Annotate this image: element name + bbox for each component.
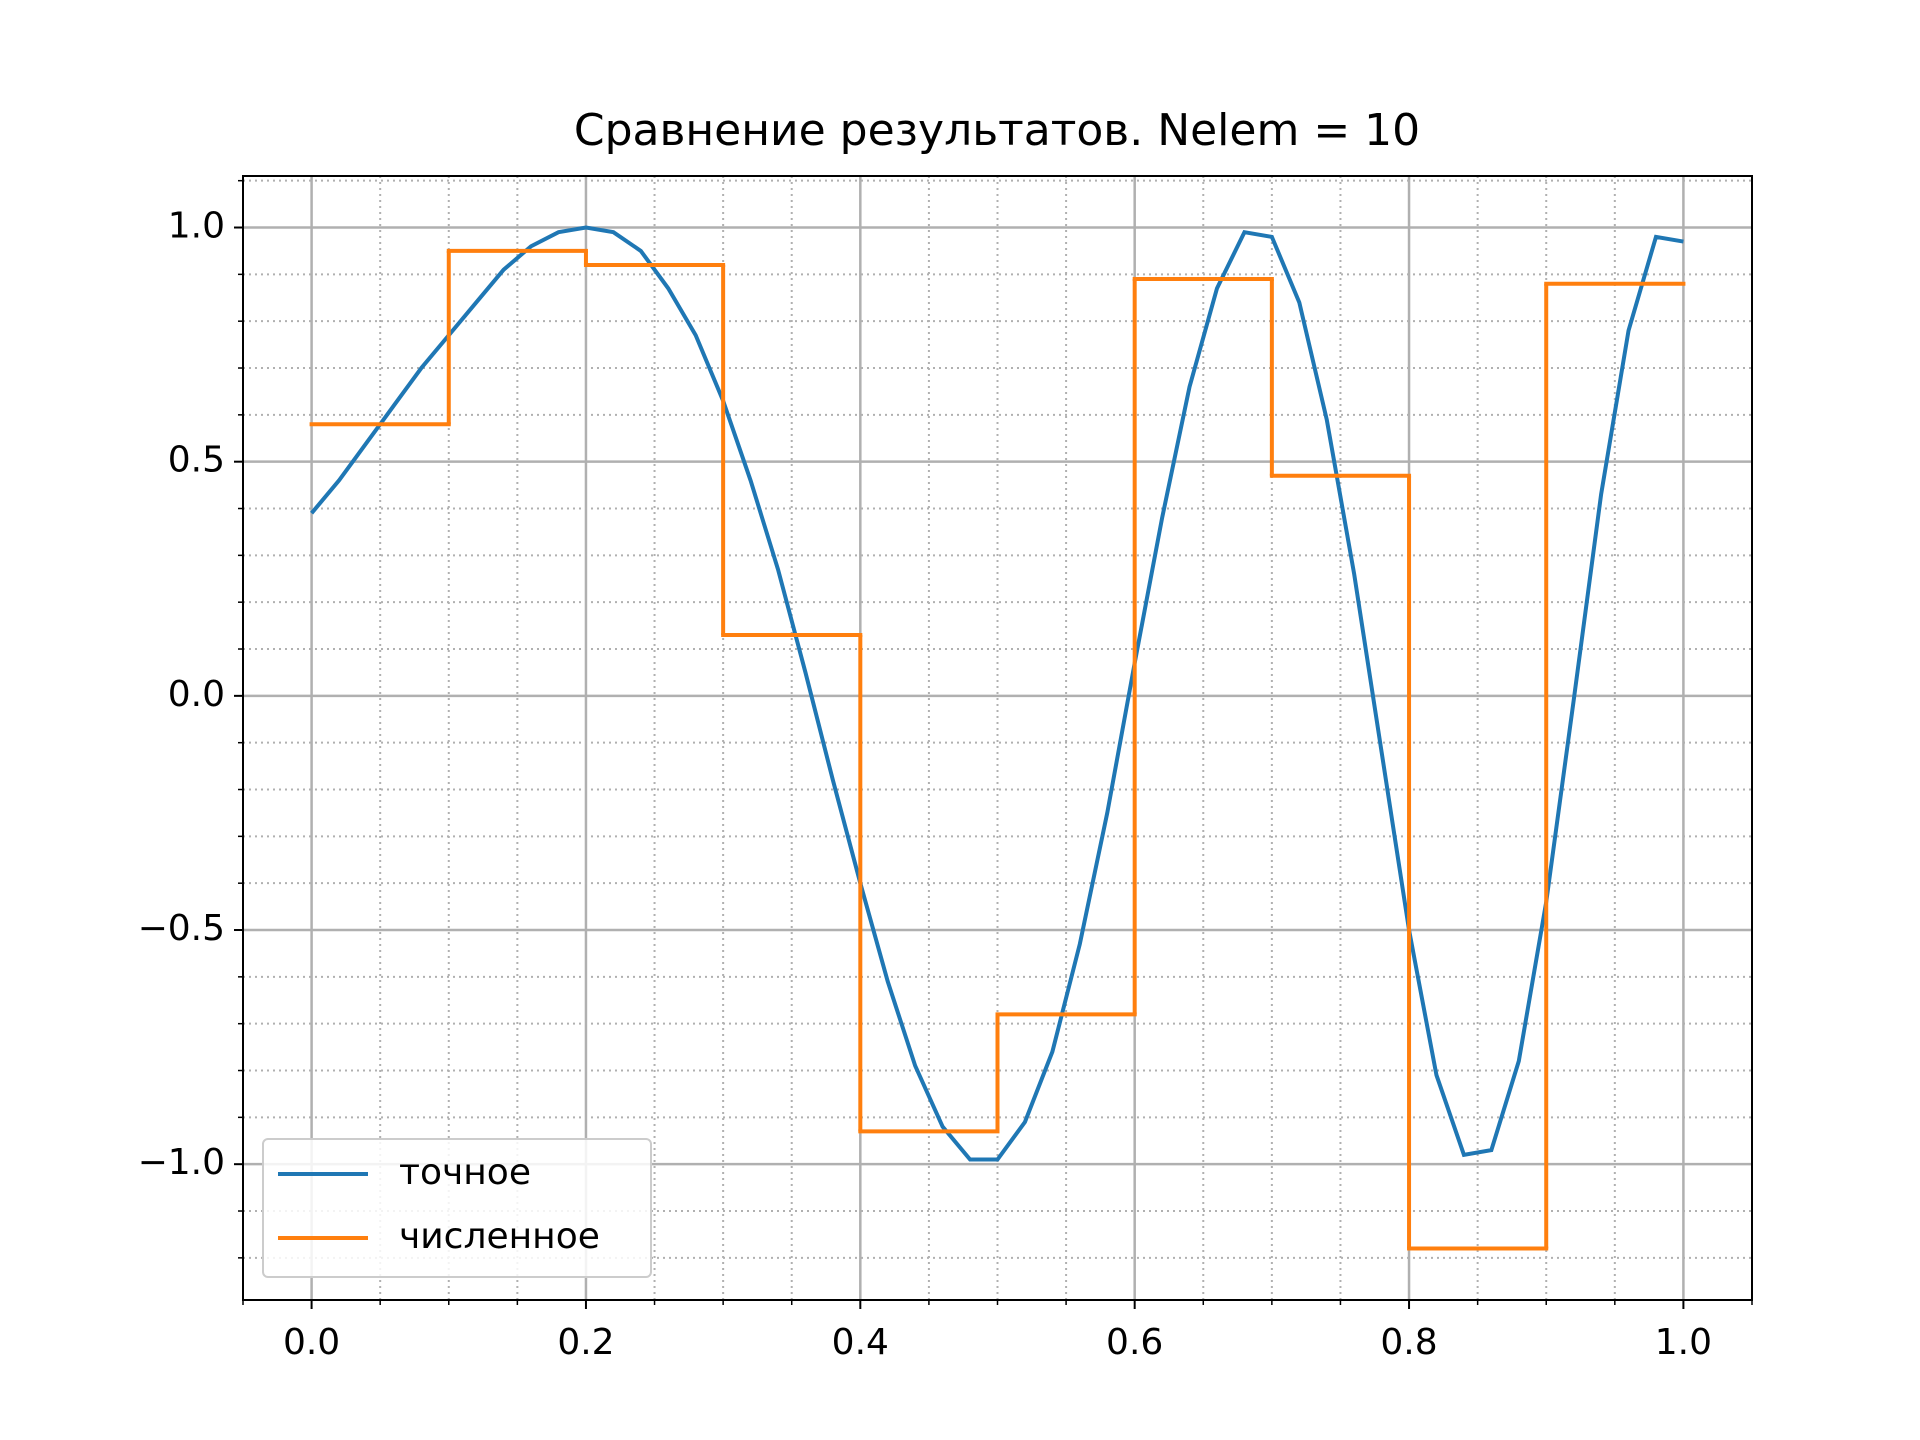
legend-label: численное [399,1216,600,1257]
y-tick-label: −0.5 [138,908,225,949]
chart-title: Сравнение результатов. Nelem = 10 [574,105,1420,156]
y-tick-label: 0.5 [168,440,225,481]
y-tick-label: −1.0 [138,1142,225,1183]
x-tick-label: 0.0 [283,1322,340,1363]
axes-frame [242,175,1753,1301]
x-tick-label: 1.0 [1655,1322,1712,1363]
x-tick-label: 0.4 [832,1322,889,1363]
x-tick-label: 0.2 [557,1322,614,1363]
line-series [310,225,1684,1162]
legend-label: точное [399,1152,531,1193]
x-tick-label: 0.8 [1380,1322,1437,1363]
y-tick-label: 1.0 [168,206,225,247]
y-tick-label: 0.0 [168,674,225,715]
x-tick-label: 0.6 [1106,1322,1163,1363]
